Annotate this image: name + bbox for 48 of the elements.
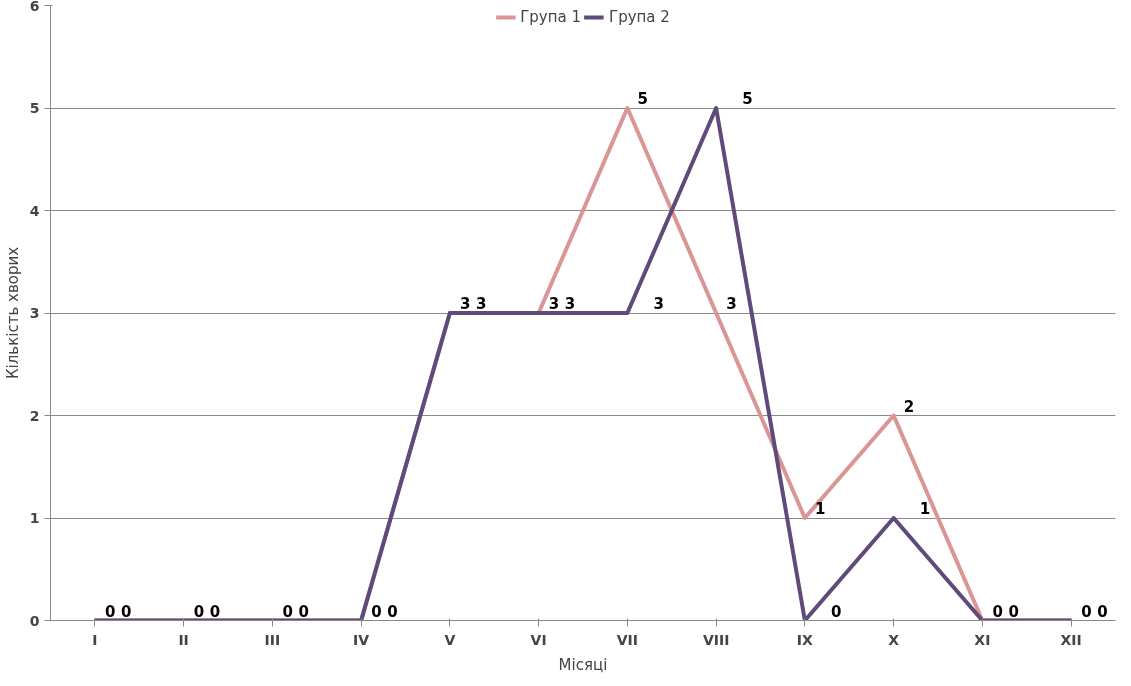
legend-label: Група 2 (609, 8, 670, 26)
data-label: 3 (726, 295, 737, 313)
data-label: 3 (564, 295, 576, 313)
data-label: 0 (371, 602, 382, 621)
y-tick-label: 3 (29, 305, 40, 321)
data-label: 0 (1008, 602, 1019, 621)
data-label: 2 (903, 397, 915, 416)
y-tick-label: 4 (29, 202, 40, 219)
y-tick-label: 0 (29, 612, 40, 629)
data-label: 3 (475, 295, 487, 313)
x-tick-label: VI (530, 631, 547, 648)
y-tick-label: 2 (29, 407, 40, 424)
x-tick-label: III (264, 631, 281, 648)
data-label: 3 (548, 295, 560, 313)
y-axis-title: Кількість хворих (3, 246, 22, 380)
x-tick-label: IX (796, 631, 814, 648)
data-label: 1 (919, 500, 931, 518)
data-label: 5 (742, 90, 753, 108)
x-tick-label: I (92, 631, 98, 648)
y-tick-label: 6 (29, 0, 40, 14)
x-tick-label: X (888, 631, 900, 648)
data-label: 0 (282, 602, 293, 621)
x-tick-label: V (444, 631, 456, 648)
data-label: 5 (637, 90, 648, 108)
data-label: 0 (830, 602, 842, 621)
x-tick-label: XII (1060, 631, 1082, 648)
y-tick-label: 5 (29, 100, 40, 116)
line-series (92, 106, 1074, 621)
legend-label: Група 1 (520, 8, 581, 26)
data-label: 0 (209, 602, 221, 621)
data-label: 3 (459, 295, 471, 313)
x-tick-label: IV (353, 631, 370, 648)
data-label: 1 (814, 500, 826, 518)
x-tick-label: XI (974, 631, 991, 648)
data-label: 3 (653, 295, 664, 313)
y-tick-label: 1 (29, 510, 40, 526)
data-label: 0 (104, 602, 116, 621)
data-label: 0 (120, 602, 132, 621)
data-label: 0 (992, 602, 1003, 621)
x-tick-label: VII (616, 631, 639, 648)
x-tick-label: VIII (702, 631, 730, 648)
data-label: 0 (1097, 602, 1108, 621)
data-label: 0 (298, 602, 309, 621)
data-label: 0 (1081, 602, 1092, 621)
x-axis-title: Місяці (558, 655, 608, 674)
x-tick-label: II (178, 631, 189, 648)
data-label: 0 (193, 602, 205, 621)
data-label: 0 (387, 602, 398, 621)
